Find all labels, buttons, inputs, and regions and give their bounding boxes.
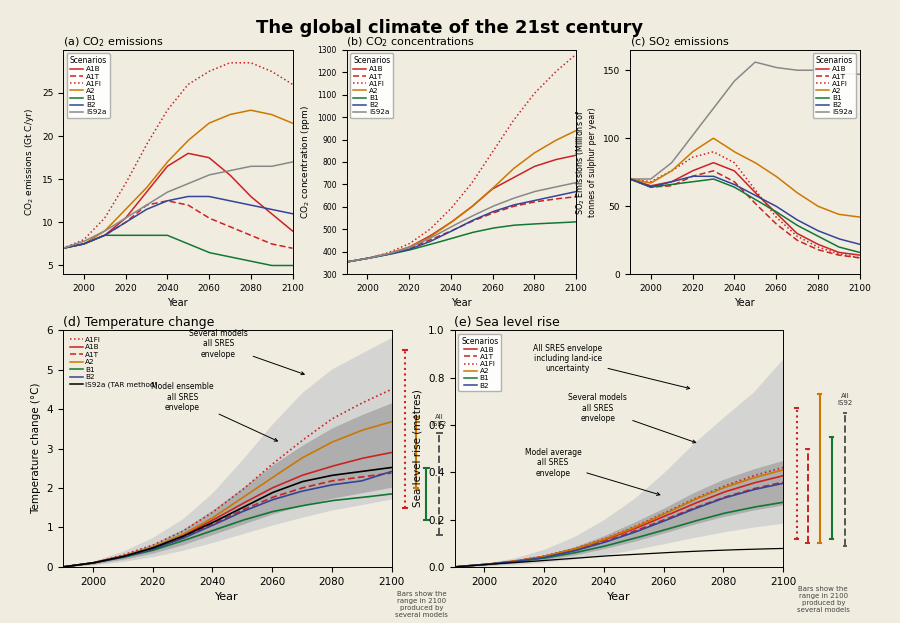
Y-axis label: CO$_2$ concentration (ppm): CO$_2$ concentration (ppm) [299,105,311,219]
Text: Several models
all SRES
envelope: Several models all SRES envelope [189,329,304,374]
Text: (c) SO$_2$ emissions: (c) SO$_2$ emissions [630,36,730,49]
Text: (b) CO$_2$ concentrations: (b) CO$_2$ concentrations [346,36,475,49]
X-axis label: Year: Year [607,592,631,602]
Legend: A1B, A1T, A1FI, A2, B1, B2, IS92a: A1B, A1T, A1FI, A2, B1, B2, IS92a [350,54,393,118]
Text: Model ensemble
all SRES
envelope: Model ensemble all SRES envelope [151,383,277,441]
Y-axis label: CO$_2$ emissions (Gt C/yr): CO$_2$ emissions (Gt C/yr) [23,108,36,216]
Text: All SRES envelope
including land-ice
uncertainty: All SRES envelope including land-ice unc… [534,344,689,389]
Text: (a) CO$_2$ emissions: (a) CO$_2$ emissions [63,36,164,49]
Legend: A1B, A1T, A1FI, A2, B1, B2, IS92a: A1B, A1T, A1FI, A2, B1, B2, IS92a [813,54,856,118]
Text: (e) Sea level rise: (e) Sea level rise [454,316,560,329]
X-axis label: Year: Year [215,592,239,602]
Y-axis label: SO$_2$ Emissions (Millions of
tonnes of sulphur per year): SO$_2$ Emissions (Millions of tonnes of … [574,107,598,217]
Legend: A1B, A1T, A1FI, A2, B1, B2: A1B, A1T, A1FI, A2, B1, B2 [458,334,501,391]
Text: Several models
all SRES
envelope: Several models all SRES envelope [569,393,696,443]
Text: Model average
all SRES
envelope: Model average all SRES envelope [525,448,660,495]
Text: The global climate of the 21st century: The global climate of the 21st century [256,19,644,37]
X-axis label: Year: Year [734,298,755,308]
Y-axis label: Temperature change (°C): Temperature change (°C) [32,383,41,515]
Text: (d) Temperature change: (d) Temperature change [63,316,214,329]
X-axis label: Year: Year [451,298,472,308]
X-axis label: Year: Year [167,298,188,308]
Legend: A1B, A1T, A1FI, A2, B1, B2, IS92a: A1B, A1T, A1FI, A2, B1, B2, IS92a [67,54,110,118]
Legend: A1FI, A1B, A1T, A2, B1, B2, IS92a (TAR method): A1FI, A1B, A1T, A2, B1, B2, IS92a (TAR m… [67,334,160,391]
Y-axis label: Sea level rise (metres): Sea level rise (metres) [413,389,423,508]
